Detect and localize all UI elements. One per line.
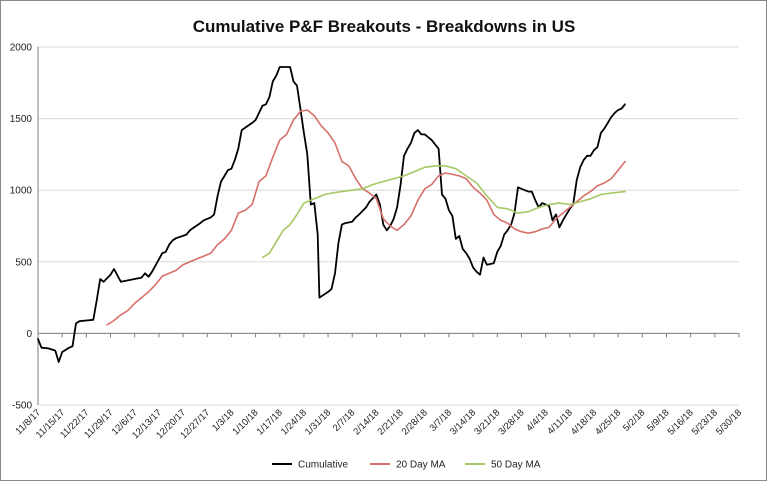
- x-tick-label: 1/10/18: [230, 407, 260, 437]
- y-tick-label: 1500: [10, 114, 33, 125]
- series-line-50-day-ma: [261, 165, 626, 259]
- x-tick-label: 3/14/18: [448, 407, 478, 437]
- x-tick-label: 2/14/18: [351, 407, 381, 437]
- x-tick-label: 1/24/18: [279, 407, 309, 437]
- y-tick-label: 2000: [10, 43, 33, 54]
- y-tick-label: 500: [15, 257, 32, 268]
- x-tick-label: 3/28/18: [496, 407, 526, 437]
- x-tick-label: 4/25/18: [593, 407, 623, 437]
- chart-title: Cumulative P&F Breakouts - Breakdowns in…: [193, 17, 576, 36]
- series-group: [37, 66, 626, 363]
- x-tick-label: 5/2/18: [621, 407, 647, 433]
- x-tick-label: 1/17/18: [255, 407, 285, 437]
- y-tick-label: -500: [12, 401, 32, 412]
- x-tick-label: 2/21/18: [376, 407, 406, 437]
- series-line-20-day-ma: [106, 109, 626, 326]
- gridlines: [38, 46, 739, 406]
- x-tick-label: 5/30/18: [714, 407, 744, 437]
- x-tick-label: 3/21/18: [472, 407, 502, 437]
- y-tick-label: 1000: [10, 186, 33, 197]
- y-tick-label: 0: [26, 329, 32, 340]
- x-tick-label: 2/28/18: [400, 407, 430, 437]
- x-tick-label: 4/18/18: [569, 407, 599, 437]
- x-tick-label: 1/31/18: [303, 407, 333, 437]
- series-line-cumulative: [37, 66, 626, 363]
- x-tick-label: 5/16/18: [666, 407, 696, 437]
- legend: Cumulative 20 Day MA 50 Day MA: [272, 460, 541, 471]
- legend-label-50-day-ma: 50 Day MA: [491, 460, 541, 471]
- x-tick-label: 5/23/18: [690, 407, 720, 437]
- legend-label-cumulative: Cumulative: [298, 460, 348, 471]
- legend-label-20-day-ma: 20 Day MA: [396, 460, 446, 471]
- axes: -500050010001500200011/8/1711/15/1711/22…: [10, 43, 744, 442]
